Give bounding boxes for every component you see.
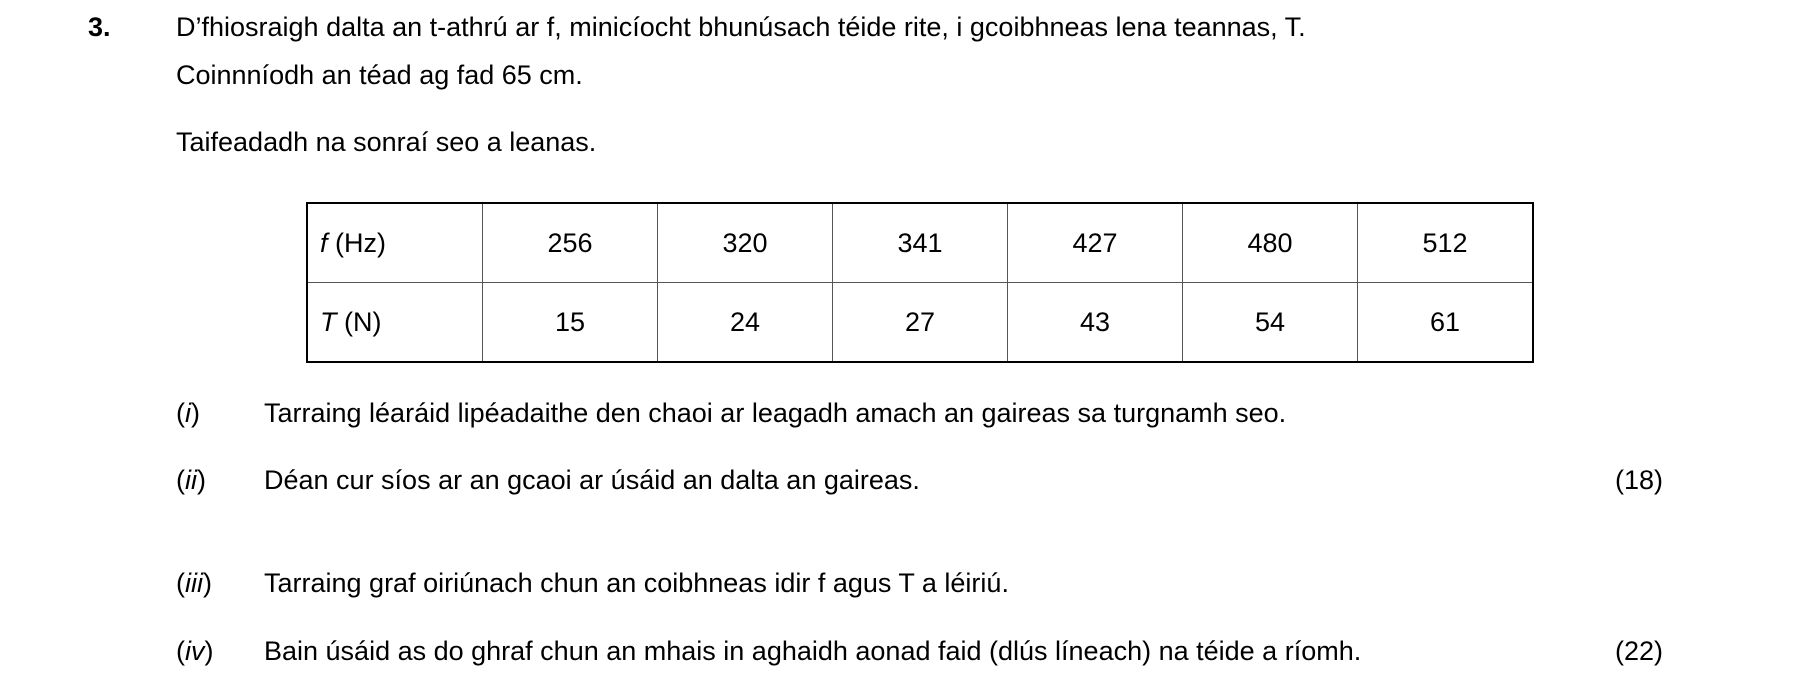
intro-line-2: Coinnníodh an téad ag fad 65 cm.: [176, 60, 583, 90]
part-label: (iii): [176, 568, 212, 598]
table-cell: 24: [657, 282, 833, 363]
table-cell: 43: [1007, 282, 1183, 363]
table-cell: 256: [482, 202, 658, 283]
part-text: Tarraing graf oiriúnach chun an coibhnea…: [264, 568, 1009, 598]
part-label: (iv): [176, 636, 214, 666]
part-label: (i): [176, 398, 200, 428]
table-cell: 427: [1007, 202, 1183, 283]
question-number: 3.: [88, 12, 111, 42]
table-cell: 512: [1357, 202, 1534, 283]
part-text: Déan cur síos ar an gcaoi ar úsáid an da…: [264, 465, 920, 495]
part-text: Tarraing léaráid lipéadaithe den chaoi a…: [264, 398, 1287, 428]
row-header: f (Hz): [306, 202, 483, 283]
table-cell: 54: [1182, 282, 1358, 363]
table-cell: 61: [1357, 282, 1534, 363]
part-label: (ii): [176, 465, 206, 495]
table-cell: 480: [1182, 202, 1358, 283]
part-text: Bain úsáid as do ghraf chun an mhais in …: [264, 636, 1362, 666]
table-row: T (N) 15 24 27 43 54 61: [306, 282, 1534, 363]
table-cell: 15: [482, 282, 658, 363]
table-row: f (Hz) 256 320 341 427 480 512: [306, 202, 1534, 283]
table-cell: 320: [657, 202, 833, 283]
table-cell: 341: [832, 202, 1008, 283]
row-header: T (N): [306, 282, 483, 363]
table-cell: 27: [832, 282, 1008, 363]
marks: (18): [1614, 465, 1663, 495]
intro-line-3: Taifeadadh na sonraí seo a leanas.: [176, 127, 597, 157]
intro-line-1: D’fhiosraigh dalta an t-athrú ar f, mini…: [176, 12, 1306, 42]
marks: (22): [1614, 636, 1663, 666]
data-table: f (Hz) 256 320 341 427 480 512 T (N) 15 …: [306, 202, 1534, 363]
